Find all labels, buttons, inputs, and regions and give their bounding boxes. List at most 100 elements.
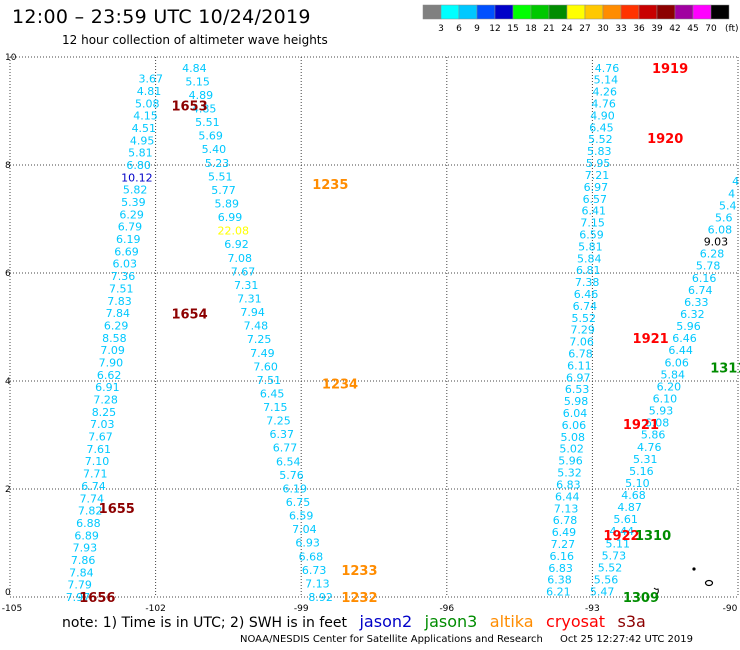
data-point-label: 6.49 [552,526,577,539]
data-point-label: 7.08 [227,252,252,265]
data-point-label: 7.31 [234,279,259,292]
data-point-label: 7.74 [80,492,105,505]
data-point-label: 6.11 [567,359,592,372]
colorbar-swatch [584,4,604,20]
footer-credit: NOAA/NESDIS Center for Satellite Applica… [240,634,693,645]
data-point-label: 6.37 [270,428,295,441]
data-point-label: 4.15 [133,110,158,123]
colorbar-label: 15 [507,24,518,34]
colorbar-label: 9 [474,24,480,34]
data-point-label: 4.76 [591,98,616,111]
colorbar-swatch [476,4,496,20]
credit-timestamp: Oct 25 12:27:42 UTC 2019 [560,634,693,645]
data-point-label: 6.19 [116,233,141,246]
data-point-label: 6.20 [657,380,682,393]
data-point-label: 7.71 [83,468,108,481]
colorbar-swatch [620,4,640,20]
data-point-label: 5.81 [128,147,153,160]
data-point-label: 7.06 [569,336,594,349]
data-point-label: 6.46 [672,332,697,345]
colorbar-swatch [674,4,694,20]
data-point-label: 7.51 [257,374,282,387]
data-point-label: 3.67 [138,73,163,86]
data-point-label: 7.21 [585,169,610,182]
data-point-label: 6.97 [566,371,591,384]
mission-jason2: jason2 [359,612,413,631]
time-label: 1653 [171,100,207,115]
data-point-label: 5.14 [594,74,619,87]
data-point-label: 5.77 [211,184,236,197]
y-tick-label: 6 [5,269,11,279]
colorbar-label: 27 [579,24,590,34]
colorbar-label: 45 [687,24,698,34]
data-point-label: 5.23 [205,157,230,170]
data-point-label: 5.39 [121,196,146,209]
data-point-label: 7.25 [266,415,291,428]
y-tick-label: 8 [5,161,11,171]
time-label: 1920 [647,132,683,147]
data-point-label: 5.6 [715,211,733,224]
credit-text: NOAA/NESDIS Center for Satellite Applica… [240,634,543,645]
data-point-label: 5.47 [590,586,615,599]
data-point-label: 7.25 [247,333,272,346]
data-point-label: 7.04 [292,523,317,536]
data-point-label: 7.84 [106,307,131,320]
data-point-label: 6.92 [224,238,249,251]
data-point-label: 5.82 [123,184,148,197]
data-point-label: 4.87 [617,501,642,514]
data-point-label: 6.44 [555,490,580,503]
data-point-label: 6.29 [119,208,144,221]
data-point-label: 7.09 [100,344,125,357]
data-point-label: 7.79 [67,579,92,592]
data-point-label: 7.67 [231,265,256,278]
data-point-label: 6.74 [81,480,106,493]
data-point-label: 5.93 [649,405,674,418]
y-tick-label: 4 [5,377,11,387]
data-point-label: 6.80 [126,159,151,172]
data-point-label: 6.74 [688,284,713,297]
data-point-label: 6.29 [104,319,129,332]
data-point-label: 5.95 [586,157,611,170]
data-point-label: 8.25 [92,406,117,419]
data-point-label: 5.11 [606,537,631,550]
colorbar-label: 70 [705,24,717,34]
data-point-label: 4 [728,187,735,200]
time-label: 1309 [623,591,659,606]
data-point-label: 4.81 [137,85,162,98]
data-point-label: 7.31 [237,292,262,305]
data-point-label: 5.15 [185,75,210,88]
colorbar-swatch [530,4,550,20]
footer-notes: note: 1) Time is in UTC; 2) SWH is in fe… [62,612,646,631]
data-point-label: 6.03 [112,258,137,271]
data-point-label: 7.28 [93,394,118,407]
data-point-label: 5.81 [578,240,603,253]
data-point-label: 6.88 [76,517,101,530]
chart-title: 12:00 – 23:59 UTC 10/24/2019 [12,6,311,28]
y-tick-label: 2 [5,485,11,495]
data-point-label: 4.26 [593,86,618,99]
x-tick-label: -93 [585,604,600,614]
mission-jason3: jason3 [424,612,478,631]
data-point-label: 6.54 [276,455,301,468]
data-point-label: 6.83 [548,562,573,575]
data-point-label: 6.10 [653,392,678,405]
data-point-label: 4.68 [621,489,646,502]
data-point-label: 6.73 [302,564,327,577]
chart-subtitle: 12 hour collection of altimeter wave hei… [62,33,328,47]
colorbar-swatch [692,4,712,20]
data-point-label: 6.78 [553,514,578,527]
time-label: 1654 [171,308,207,323]
data-point-label: 8.92 [308,591,333,604]
colorbar-label: 18 [525,24,537,34]
colorbar-swatch [422,4,442,20]
data-point-label: 7.49 [250,347,275,360]
colorbar-label: 12 [489,24,500,34]
data-point-label: 6.06 [664,356,689,369]
colorbar-label: 24 [561,24,573,34]
data-point-label: 6.79 [118,221,143,234]
data-point-label: 4.85 [192,103,217,116]
data-point-label: 7.03 [90,418,115,431]
colorbar-label: 6 [456,24,462,34]
colorbar-label: 21 [543,24,554,34]
